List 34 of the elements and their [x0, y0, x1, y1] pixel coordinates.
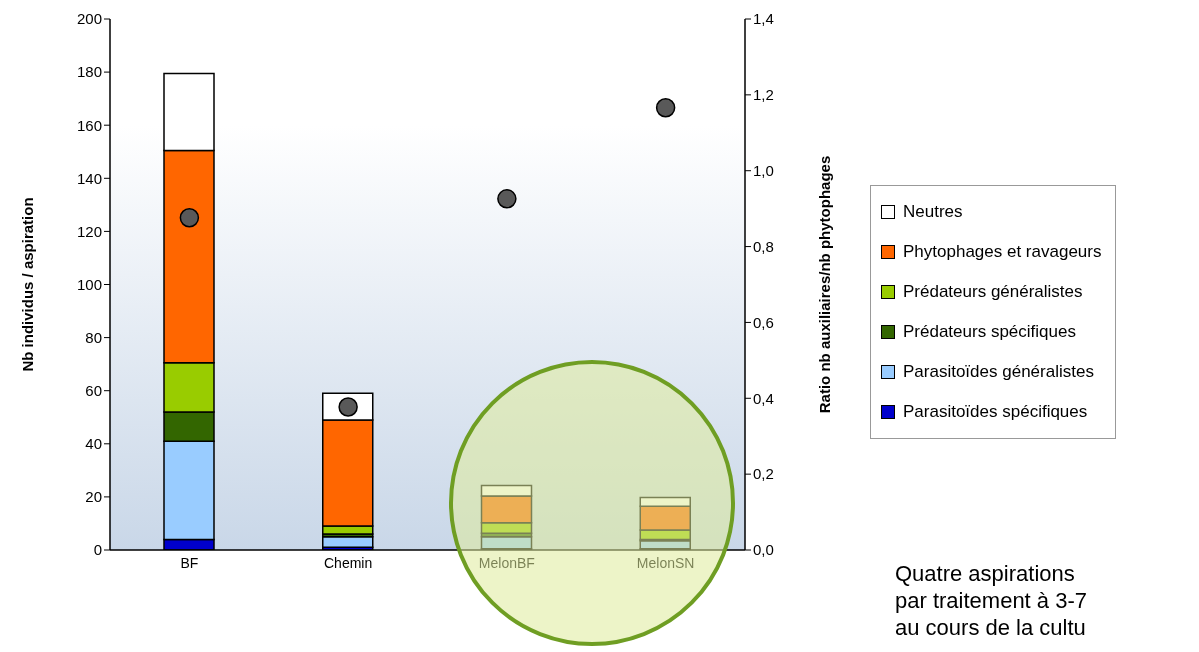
y-tick-label: 160 — [76, 116, 102, 134]
y-tick-label: 80 — [85, 328, 102, 346]
y2-tick-label: 0,0 — [753, 541, 774, 559]
y-tick-label: 0 — [93, 541, 102, 559]
y2-tick-label: 0,2 — [753, 465, 774, 483]
y-tick-label: 60 — [85, 382, 102, 400]
x-tick-label: MelonBF — [478, 554, 535, 571]
y2-tick-label: 1,0 — [753, 162, 774, 180]
y-tick-label: 200 — [76, 10, 102, 28]
legend-label: Phytophages et ravageurs — [903, 242, 1102, 262]
y2-tick-label: 0,6 — [753, 313, 774, 331]
text: par traitement à 3-7 — [895, 587, 1087, 614]
legend-label: Parasitoïdes spécifiques — [903, 402, 1088, 422]
y-tick-label: 120 — [76, 222, 102, 240]
y-axis-title: Nb individus / aspiration — [19, 197, 37, 372]
legend-label: Prédateurs généralistes — [903, 282, 1083, 302]
x-tick-label: BF — [180, 554, 199, 571]
y-tick-label: 40 — [85, 435, 102, 453]
y-tick-label: 180 — [76, 63, 102, 81]
x-tick-label: Chemin — [324, 554, 373, 571]
y-tick-label: 100 — [76, 275, 102, 293]
legend-label: Neutres — [903, 202, 963, 222]
legend-label: Prédateurs spécifiques — [903, 322, 1076, 342]
legend-label: Parasitoïdes généralistes — [903, 362, 1094, 382]
y2-tick-label: 1,2 — [753, 86, 774, 104]
y2-tick-label: 0,8 — [753, 237, 774, 255]
text: Quatre aspirations — [895, 560, 1076, 587]
y-tick-label: 20 — [85, 488, 102, 506]
y2-axis-title: Ratio nb auxiliaires/nb phytophages — [816, 155, 834, 414]
y-tick-label: 140 — [76, 169, 102, 187]
y2-tick-label: 1,4 — [753, 10, 774, 28]
x-tick-label: MelonSN — [636, 554, 695, 571]
text: au cours de la cultu — [895, 614, 1087, 641]
y2-tick-label: 0,4 — [753, 389, 774, 407]
